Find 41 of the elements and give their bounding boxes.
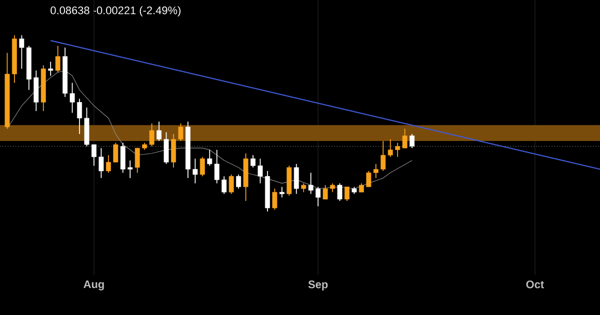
candlestick <box>322 184 328 200</box>
candlestick <box>294 163 299 194</box>
candlestick <box>149 122 154 147</box>
candlestick <box>70 82 75 114</box>
chart-title: 0.08638 -0.00221 (-2.49%) <box>50 6 180 16</box>
candlestick <box>48 61 54 76</box>
candlestick <box>258 158 263 184</box>
x-tick-label: Sep <box>308 280 328 290</box>
candlestick <box>250 154 256 168</box>
candlestick <box>279 186 284 198</box>
candlestick <box>77 98 82 134</box>
candlestick <box>410 134 415 149</box>
candlestick <box>113 142 118 163</box>
candlestick <box>337 182 342 202</box>
candlestick <box>19 34 24 70</box>
candlestick <box>366 170 372 188</box>
candlestick <box>344 186 350 202</box>
candlestick <box>98 148 104 178</box>
x-tick-label: Aug <box>84 280 104 290</box>
candlestick <box>178 122 184 142</box>
candlestick <box>192 158 198 184</box>
x-tick-label: Oct <box>526 280 544 288</box>
candlestick <box>164 132 169 164</box>
candlestick <box>316 186 321 207</box>
candlestick <box>402 128 408 149</box>
candlestick <box>236 174 242 190</box>
candlestick <box>222 176 227 194</box>
candlestick <box>228 174 234 194</box>
candlestick <box>128 160 133 178</box>
candlestick <box>308 172 314 194</box>
candlestick <box>55 45 60 73</box>
candlestick <box>272 188 278 210</box>
candlestick <box>92 144 96 166</box>
candlestick <box>171 134 176 168</box>
candlestick <box>200 156 205 177</box>
candlestick <box>120 142 126 174</box>
candlestick <box>395 142 400 158</box>
candlestick <box>134 148 140 174</box>
candlestick <box>106 154 111 174</box>
candlestick <box>156 121 162 142</box>
candlestick <box>373 163 378 178</box>
